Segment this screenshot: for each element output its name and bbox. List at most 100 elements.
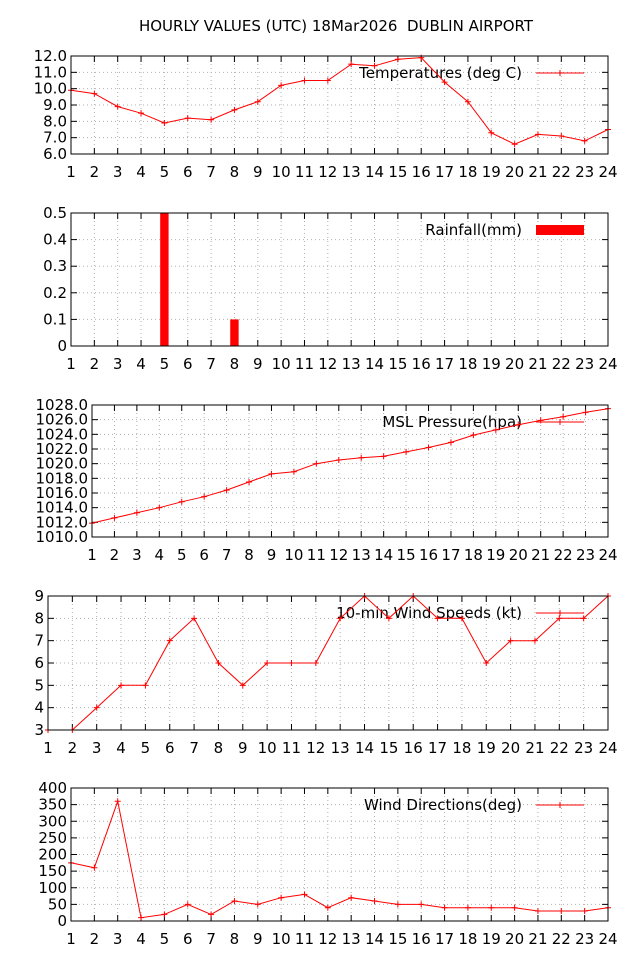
y-tick-label: 4 — [34, 699, 44, 717]
x-tick-label: 24 — [598, 163, 617, 181]
x-tick-label: 12 — [318, 355, 337, 373]
x-tick-label: 2 — [110, 546, 120, 564]
x-tick-label: 4 — [136, 163, 146, 181]
data-point — [161, 119, 168, 126]
data-point — [91, 90, 98, 97]
x-tick-label: 11 — [307, 546, 326, 564]
x-tick-label: 11 — [295, 930, 314, 948]
plot-frame — [70, 55, 609, 155]
bar — [160, 213, 169, 346]
x-tick-label: 3 — [132, 546, 142, 564]
data-point — [268, 470, 275, 477]
data-point — [534, 131, 541, 138]
data-point — [511, 141, 518, 148]
x-tick-label: 2 — [90, 930, 100, 948]
data-point — [142, 682, 149, 689]
series-line — [91, 408, 609, 524]
x-tick-label: 23 — [575, 930, 594, 948]
y-tick-label: 200 — [38, 846, 67, 864]
x-tick-label: 2 — [90, 163, 100, 181]
x-tick-label: 9 — [238, 739, 248, 757]
y-tick-label: 9.0 — [43, 96, 67, 114]
x-tick-label: 1 — [66, 163, 76, 181]
data-point — [231, 106, 238, 113]
y-tick-label: 1016.0 — [36, 484, 89, 502]
x-tick-label: 16 — [419, 546, 438, 564]
x-tick-label: 6 — [165, 739, 175, 757]
chart-panel-2: 00.10.20.30.40.51 2 3 4 5 6 7 8 9 10 11 12 13 14 15 16 1… — [43, 204, 617, 373]
x-tick-label: 22 — [552, 930, 571, 948]
x-tick-label: 22 — [552, 163, 571, 181]
x-tick-label: 20 — [505, 355, 524, 373]
x-tick-label: 21 — [525, 739, 544, 757]
data-point — [434, 615, 441, 622]
data-point — [288, 660, 295, 666]
x-tick-label: 10 — [284, 546, 303, 564]
x-tick-label: 7 — [206, 163, 216, 181]
data-point — [278, 82, 285, 89]
x-tick-label: 4 — [136, 355, 146, 373]
data-point — [324, 77, 331, 84]
x-tick-label: 9 — [253, 163, 263, 181]
x-tick-label: 5 — [141, 739, 151, 757]
data-point — [313, 460, 320, 467]
x-tick-label: 17 — [428, 739, 447, 757]
x-tick-label: 13 — [352, 546, 371, 564]
data-point — [582, 409, 589, 416]
x-tick-label: 7 — [222, 546, 232, 564]
data-point — [558, 133, 565, 140]
data-point — [556, 615, 563, 622]
y-tick-label: 7 — [34, 632, 44, 650]
x-tick-label: 19 — [482, 355, 501, 373]
x-tick-label: 21 — [528, 163, 547, 181]
x-tick-label: 2 — [90, 355, 100, 373]
y-tick-label: 0.2 — [43, 284, 67, 302]
y-tick-label: 300 — [38, 812, 67, 830]
x-tick-label: 14 — [365, 930, 384, 948]
x-tick-label: 15 — [379, 739, 398, 757]
data-point — [394, 901, 401, 908]
data-point — [161, 911, 168, 918]
x-tick-label: 2 — [68, 739, 78, 757]
data-point — [441, 79, 448, 86]
y-tick-label: 1014.0 — [36, 499, 89, 517]
data-point — [138, 110, 145, 117]
x-tick-label: 24 — [598, 546, 617, 564]
x-tick-label: 20 — [505, 163, 524, 181]
x-tick-label: 1 — [66, 930, 76, 948]
y-tick-label: 8.0 — [43, 112, 67, 130]
x-tick-label: 8 — [244, 546, 254, 564]
plot-frame — [70, 212, 609, 347]
y-tick-label: 350 — [38, 796, 67, 814]
x-tick-label: 12 — [318, 930, 337, 948]
legend-point — [557, 419, 563, 425]
data-point — [264, 660, 271, 666]
data-point — [470, 432, 477, 439]
y-tick-label: 1022.0 — [36, 440, 89, 458]
x-tick-label: 11 — [282, 739, 301, 757]
y-tick-label: 1028.0 — [36, 396, 89, 414]
data-point — [337, 615, 344, 622]
x-tick-label: 16 — [412, 163, 431, 181]
x-tick-label: 17 — [435, 355, 454, 373]
y-tick-label: 12.0 — [34, 47, 67, 65]
x-tick-label: 9 — [267, 546, 277, 564]
page-title: HOURLY VALUES (UTC) 18Mar2026 DUBLIN AIR… — [138, 17, 534, 35]
x-tick-label: 13 — [331, 739, 350, 757]
y-tick-label: 5 — [34, 676, 44, 694]
y-tick-label: 1026.0 — [36, 411, 89, 429]
x-tick-label: 8 — [230, 163, 240, 181]
y-tick-label: 1012.0 — [36, 513, 89, 531]
data-point — [581, 137, 588, 144]
data-point — [358, 454, 365, 461]
data-point — [312, 660, 319, 666]
y-tick-label: 11.0 — [34, 63, 67, 81]
data-point — [138, 914, 145, 921]
data-point — [184, 115, 191, 122]
x-tick-label: 21 — [531, 546, 550, 564]
x-tick-label: 6 — [183, 163, 193, 181]
data-point — [581, 908, 588, 915]
x-tick-label: 14 — [365, 355, 384, 373]
x-tick-label: 4 — [155, 546, 165, 564]
